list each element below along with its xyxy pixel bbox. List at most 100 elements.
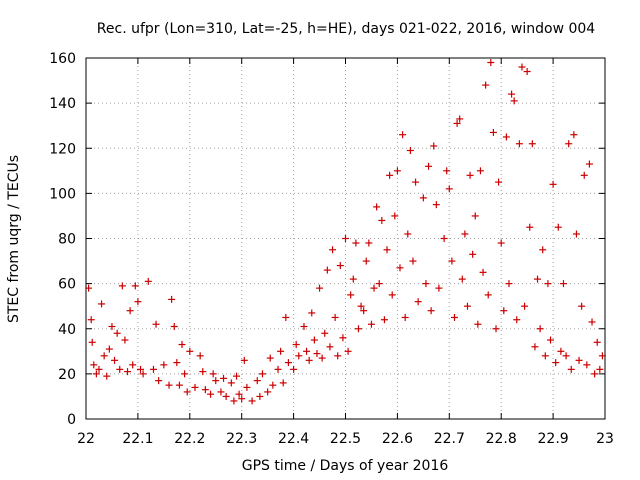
data-point [233, 372, 241, 380]
data-point [469, 250, 477, 258]
data-point [593, 338, 601, 346]
data-point [554, 223, 562, 231]
data-point [124, 368, 132, 376]
data-point [199, 368, 207, 376]
data-point [256, 392, 264, 400]
y-axis-title: STEC from uqrg / TECUs [6, 155, 22, 323]
data-point [440, 235, 448, 242]
data-point [105, 345, 113, 353]
data-points [85, 59, 606, 405]
data-point [290, 365, 298, 373]
data-point [596, 365, 604, 373]
data-point [580, 171, 588, 179]
data-point [572, 230, 580, 238]
data-point [209, 370, 217, 378]
x-tick-label: 22.7 [434, 431, 465, 447]
data-point [536, 325, 544, 333]
data-point [168, 295, 176, 303]
data-point [427, 307, 435, 315]
data-point [103, 372, 111, 380]
data-point [170, 322, 178, 330]
data-point [292, 341, 300, 349]
data-point [329, 246, 337, 254]
data-point [380, 316, 388, 324]
y-tick-label: 140 [49, 96, 76, 112]
data-point [495, 178, 503, 186]
data-point [152, 320, 160, 328]
data-point [108, 322, 116, 330]
data-point [308, 309, 316, 317]
data-point [85, 284, 93, 292]
data-point [134, 298, 142, 306]
data-point [479, 268, 487, 276]
data-point [386, 171, 394, 179]
x-tick-label: 22.6 [382, 431, 413, 447]
data-point [266, 354, 274, 362]
data-point [354, 325, 362, 333]
x-tick-label: 22.3 [226, 431, 257, 447]
data-point [505, 280, 513, 288]
data-point [510, 97, 518, 105]
data-point [186, 347, 194, 355]
data-point [220, 374, 228, 382]
data-point [585, 160, 593, 168]
data-point [323, 266, 331, 274]
data-point [305, 356, 313, 364]
data-point [450, 313, 458, 321]
data-point [489, 128, 497, 136]
y-tick-label: 60 [58, 277, 76, 293]
data-point [463, 302, 471, 310]
data-point [279, 379, 287, 387]
data-point [136, 365, 144, 373]
data-point [88, 338, 96, 346]
data-point [458, 275, 466, 283]
chart-title: Rec. ufpr (Lon=310, Lat=-25, h=HE), days… [97, 21, 596, 37]
data-point [321, 329, 329, 337]
data-point [513, 316, 521, 324]
data-point [523, 68, 531, 76]
data-point [401, 313, 409, 321]
data-point [334, 352, 342, 360]
x-tick-label: 22.2 [174, 431, 205, 447]
x-axis-ticks: 22 22.1 22.2 22.3 22.4 22.5 22.6 22.7 22.8 22.9 23 [77, 58, 614, 447]
data-point [518, 63, 526, 71]
data-point [90, 361, 98, 369]
x-axis-title: GPS time / Days of year 2016 [242, 458, 449, 474]
data-point [253, 377, 261, 385]
data-point [432, 201, 440, 209]
y-axis-ticks: 0 20 40 60 80 100 120 140 160 [49, 51, 605, 428]
data-point [448, 257, 456, 265]
data-point [336, 262, 344, 270]
data-point [430, 142, 438, 150]
data-point [331, 313, 339, 321]
data-point [196, 352, 204, 360]
x-tick-label: 22.9 [538, 431, 569, 447]
data-point [492, 325, 500, 333]
data-point [222, 392, 230, 400]
data-point [404, 230, 412, 238]
data-point [116, 365, 124, 373]
data-point [393, 167, 401, 175]
data-point [482, 81, 490, 89]
data-point [375, 280, 383, 288]
data-point [360, 307, 368, 315]
data-point [502, 133, 510, 141]
data-point [111, 356, 119, 364]
data-point [461, 230, 469, 238]
data-point [484, 291, 492, 299]
data-point [87, 316, 95, 324]
data-point [425, 162, 433, 170]
x-tick-label: 22.1 [122, 431, 153, 447]
data-point [318, 354, 326, 362]
x-tick-label: 22.4 [278, 431, 309, 447]
data-point [476, 167, 484, 175]
data-point [277, 347, 285, 355]
data-point [412, 178, 420, 186]
data-point [383, 246, 391, 254]
data-point [113, 329, 121, 337]
data-point [230, 397, 238, 405]
data-point [240, 356, 248, 364]
data-point [227, 379, 235, 387]
data-point [238, 395, 246, 403]
data-point [378, 216, 386, 224]
